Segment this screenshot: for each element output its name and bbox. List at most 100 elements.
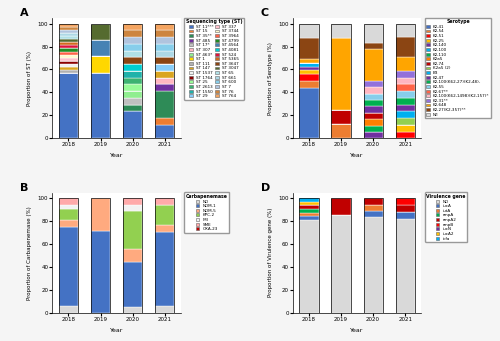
Bar <box>364 87 383 94</box>
Bar <box>123 111 142 138</box>
Bar <box>59 24 78 138</box>
Bar <box>396 24 415 138</box>
Bar <box>59 198 78 205</box>
Bar <box>123 24 142 138</box>
Bar <box>300 66 318 70</box>
Bar <box>59 58 78 61</box>
Bar <box>364 100 383 106</box>
Bar <box>396 37 415 57</box>
Bar <box>155 77 174 84</box>
Bar <box>300 216 318 220</box>
Bar <box>123 307 142 313</box>
Bar <box>59 227 78 306</box>
Bar <box>364 205 383 211</box>
Bar <box>396 125 415 132</box>
Bar <box>300 38 318 59</box>
Bar <box>396 118 415 125</box>
Bar <box>91 73 110 138</box>
Bar <box>364 24 383 43</box>
X-axis label: Year: Year <box>350 328 364 333</box>
Text: C: C <box>260 8 269 18</box>
Bar <box>300 220 318 313</box>
Bar <box>155 24 174 30</box>
Bar <box>364 119 383 125</box>
Legend: K2,41, K2,54, K2,51, K2,25, K2,140, K2,100, K2,110, K2a5, K2,74, K2a5 (2), B3, K: K2,41, K2,54, K2,51, K2,25, K2,140, K2,1… <box>424 17 491 118</box>
Bar <box>364 113 383 119</box>
Bar <box>59 61 78 64</box>
Bar <box>59 67 78 70</box>
Bar <box>300 202 318 205</box>
Legend: ST 11***, ST 15, ST 35**, ST 485, ST 17*, ST 307, ST 463*, ST 1, ST 111, ST 147,: ST 11***, ST 15, ST 35**, ST 485, ST 17*… <box>184 17 244 100</box>
Bar <box>364 43 383 49</box>
Bar <box>332 38 350 109</box>
Y-axis label: Proportion of ST (%): Proportion of ST (%) <box>27 50 32 106</box>
Bar <box>155 71 174 77</box>
Bar <box>59 24 78 27</box>
Bar <box>155 44 174 50</box>
Bar <box>59 70 78 73</box>
Bar <box>396 77 415 84</box>
Bar <box>332 124 350 138</box>
Bar <box>396 205 415 212</box>
Bar <box>396 219 415 313</box>
Bar <box>332 198 350 313</box>
Bar <box>123 211 142 249</box>
Bar <box>155 118 174 125</box>
Bar <box>300 198 318 313</box>
Bar <box>155 225 174 232</box>
Bar <box>59 205 78 209</box>
Bar <box>155 91 174 118</box>
Bar <box>300 24 318 138</box>
Bar <box>300 59 318 63</box>
Bar <box>332 24 350 38</box>
Bar <box>91 198 110 231</box>
Legend: ND, iucA, iutA, rmpA, rmpA2, rmpB, iucN, iucA2, icfa: ND, iucA, iutA, rmpA, rmpA2, rmpB, iucN,… <box>424 192 468 242</box>
Text: A: A <box>20 8 29 18</box>
Bar <box>332 109 350 124</box>
Bar <box>300 63 318 66</box>
Bar <box>91 24 110 138</box>
Bar <box>155 125 174 138</box>
Bar <box>59 30 78 33</box>
Bar <box>396 24 415 37</box>
Legend: ND, NDM-1, NDM-5, KPC-2, IMI, SME, OXA-23: ND, NDM-1, NDM-5, KPC-2, IMI, SME, OXA-2… <box>184 192 230 233</box>
Bar <box>300 209 318 213</box>
Bar <box>396 132 415 138</box>
Bar <box>59 48 78 51</box>
Bar <box>155 57 174 64</box>
Bar <box>396 57 415 71</box>
Bar <box>155 198 174 313</box>
Bar <box>155 24 174 138</box>
Bar <box>123 64 142 71</box>
Bar <box>155 50 174 57</box>
Bar <box>332 24 350 138</box>
Bar <box>396 91 415 98</box>
Bar <box>300 88 318 138</box>
Bar <box>123 249 142 262</box>
Bar <box>364 81 383 87</box>
Bar <box>396 198 415 313</box>
Bar <box>364 24 383 138</box>
Bar <box>155 37 174 44</box>
Bar <box>155 198 174 205</box>
Bar <box>123 198 142 205</box>
Bar <box>59 73 78 138</box>
Y-axis label: Proportion of Carbapenemase (%): Proportion of Carbapenemase (%) <box>27 206 32 300</box>
Bar <box>59 45 78 48</box>
Bar <box>155 84 174 91</box>
Bar <box>91 24 110 40</box>
Bar <box>123 198 142 313</box>
Bar <box>300 198 318 202</box>
X-axis label: Year: Year <box>110 328 124 333</box>
Bar <box>396 198 415 205</box>
Bar <box>396 84 415 91</box>
Bar <box>155 64 174 71</box>
Bar <box>396 111 415 118</box>
Bar <box>123 98 142 105</box>
Bar <box>59 39 78 42</box>
Bar <box>123 57 142 64</box>
X-axis label: Year: Year <box>110 153 124 158</box>
Bar <box>155 30 174 37</box>
Bar <box>155 232 174 306</box>
Bar <box>123 71 142 77</box>
